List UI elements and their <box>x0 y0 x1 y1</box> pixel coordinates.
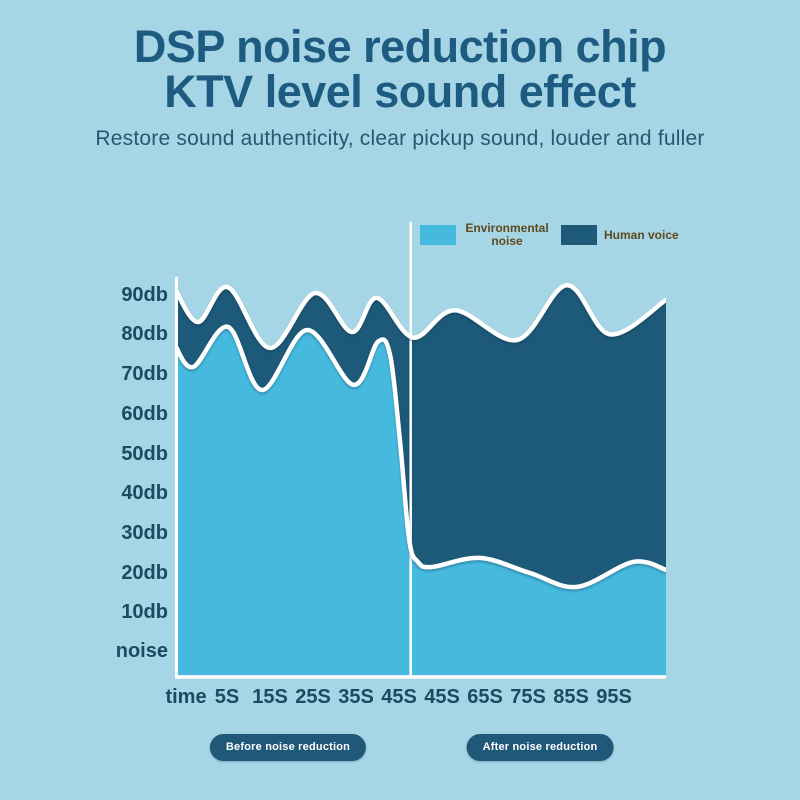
x-axis-tick-25S-3: 25S <box>295 686 331 708</box>
environmental-noise-area <box>175 326 666 675</box>
page-header: DSP noise reduction chip KTV level sound… <box>0 24 800 151</box>
x-axis-tick-45S-5: 45S <box>381 686 417 708</box>
y-axis-tick-noise: noise <box>115 640 168 662</box>
x-axis-tick-95S-10: 95S <box>596 686 632 708</box>
x-axis-tick-5S-1: 5S <box>214 686 240 708</box>
page-subtitle: Restore sound authenticity, clear pickup… <box>95 127 705 150</box>
environmental-noise-line <box>175 324 666 590</box>
noise-level-area-chart <box>175 221 666 679</box>
y-axis-tick-70db: 70db <box>121 363 168 386</box>
x-axis-tick-75S-8: 75S <box>510 686 546 708</box>
legend-swatch-environmental-noise-icon <box>420 225 456 245</box>
after-noise-reduction-badge[interactable]: After noise reduction <box>466 734 614 761</box>
x-axis-tick-15S-2: 15S <box>252 686 288 708</box>
page-title-line2: KTV level sound effect <box>164 66 636 117</box>
legend-item-human-voice: Human voice <box>561 225 679 245</box>
before-noise-reduction-badge[interactable]: Before noise reduction <box>209 734 367 761</box>
chart-legend: Environmental noise Human voice <box>420 222 679 248</box>
y-axis-tick-90db: 90db <box>121 283 168 306</box>
x-axis-tick-35S-4: 35S <box>338 686 374 708</box>
legend-item-environmental-noise: Environmental noise <box>420 222 551 248</box>
human-voice-line <box>175 282 666 351</box>
legend-swatch-human-voice-icon <box>561 225 597 245</box>
x-axis-tick-time-0: time <box>165 686 207 708</box>
y-axis-tick-80db: 80db <box>121 323 168 346</box>
x-axis-tick-85S-9: 85S <box>553 686 589 708</box>
y-axis-labels: 90db 80db 70db 60db 50db 40db 30db 20db 10db nois… <box>86 0 168 800</box>
y-axis-tick-60db: 60db <box>121 402 168 425</box>
y-axis-tick-50db: 50db <box>121 442 168 465</box>
y-axis-tick-10db: 10db <box>121 601 168 624</box>
legend-label-environmental-noise: Environmental noise <box>465 221 549 248</box>
x-axis-tick-45S-6: 45S <box>424 686 460 708</box>
y-axis-tick-40db: 40db <box>121 482 168 505</box>
x-axis-labels: time 5S 15S 25S 35S 45S 45S 65S 75S 85S 95S <box>0 684 800 714</box>
page-title-line1: DSP noise reduction chip <box>133 21 667 72</box>
y-axis-tick-30db: 30db <box>121 521 168 544</box>
x-axis-tick-65S-7: 65S <box>467 686 503 708</box>
y-axis-tick-20db: 20db <box>121 561 168 584</box>
legend-label-human-voice: Human voice <box>604 227 679 242</box>
